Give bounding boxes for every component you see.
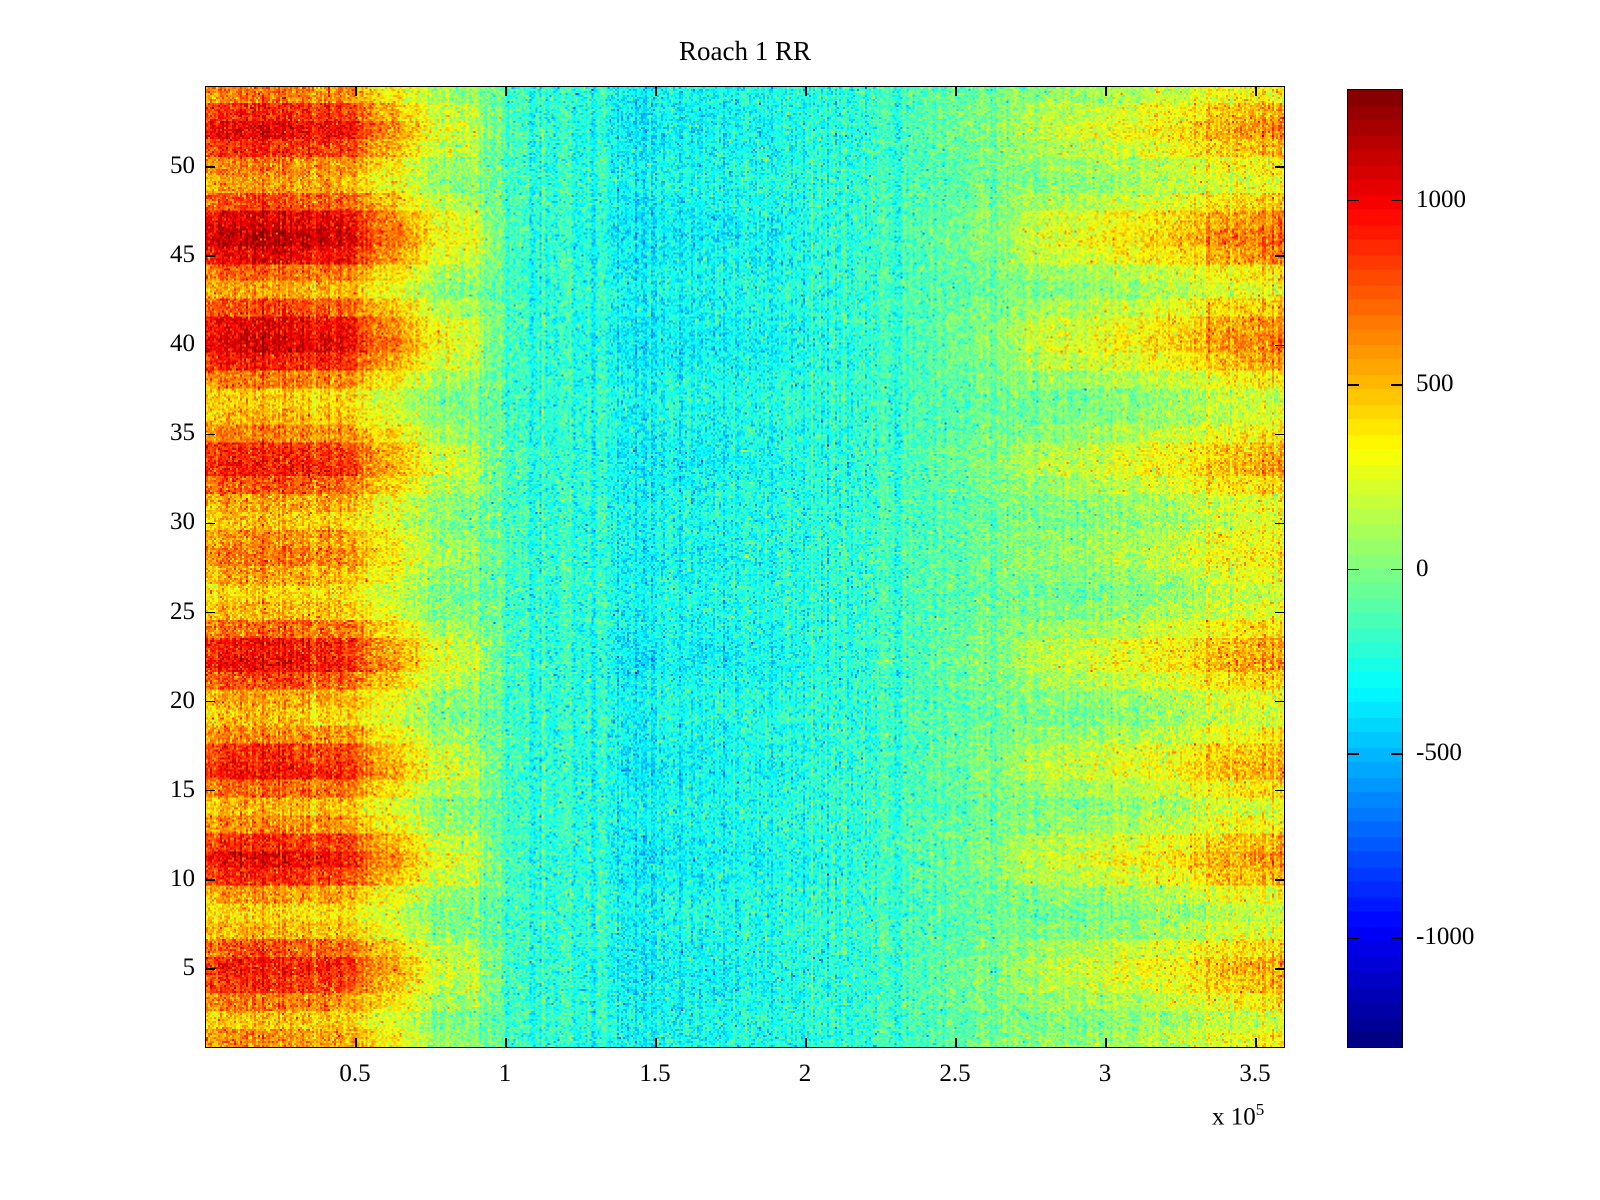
x-tick-label: 3.5 xyxy=(1239,1060,1271,1087)
x-exponent-base: x 10 xyxy=(1212,1103,1256,1131)
y-tick xyxy=(206,879,215,881)
y-tick xyxy=(206,255,215,257)
x-tick-top xyxy=(805,87,807,96)
x-tick-label: 1.5 xyxy=(639,1060,671,1087)
colorbar-tick xyxy=(1348,384,1359,386)
y-tick xyxy=(206,433,215,436)
colorbar-tick xyxy=(1391,384,1402,386)
y-tick-right xyxy=(1275,968,1284,970)
y-tick xyxy=(206,789,215,792)
x-tick-label: 2 xyxy=(798,1060,812,1087)
colorbar-tick-label: 500 xyxy=(1416,370,1454,398)
colorbar-tick xyxy=(1391,937,1402,940)
x-tick-top xyxy=(1255,87,1257,96)
x-tick-label: 1 xyxy=(498,1060,512,1087)
y-tick-right xyxy=(1275,700,1284,703)
y-tick-right xyxy=(1275,522,1284,525)
y-tick-label: 35 xyxy=(170,419,195,447)
x-axis-exponent-label: x 105 xyxy=(1212,1100,1264,1131)
colorbar-tick xyxy=(1391,568,1402,571)
colorbar-gradient xyxy=(1348,90,1402,1047)
y-tick-label: 50 xyxy=(170,152,195,180)
colorbar-tick-label: -1000 xyxy=(1416,923,1475,951)
colorbar-tick xyxy=(1391,199,1402,202)
y-tick xyxy=(206,166,215,168)
x-tick-label: 3 xyxy=(1098,1060,1112,1087)
y-tick-right xyxy=(1275,344,1284,347)
y-tick-label: 5 xyxy=(182,953,196,981)
colorbar[interactable] xyxy=(1347,89,1403,1048)
colorbar-tick-label: 1000 xyxy=(1416,185,1466,213)
y-tick-right xyxy=(1275,166,1284,168)
y-tick-right xyxy=(1275,789,1284,792)
y-tick xyxy=(206,344,215,347)
x-exponent-power: 5 xyxy=(1255,1100,1265,1119)
colorbar-tick xyxy=(1348,753,1359,755)
x-tick-top xyxy=(655,87,657,96)
y-tick-label: 20 xyxy=(170,686,195,714)
x-tick xyxy=(355,1038,357,1047)
y-tick xyxy=(206,968,215,970)
y-tick-label: 45 xyxy=(170,241,195,269)
colorbar-tick xyxy=(1348,199,1359,202)
y-tick xyxy=(206,611,215,614)
y-tick-right xyxy=(1275,255,1284,257)
x-tick-top xyxy=(955,87,957,96)
colorbar-tick xyxy=(1391,753,1402,755)
x-tick-top xyxy=(355,87,357,96)
x-tick xyxy=(805,1038,807,1047)
x-tick xyxy=(1255,1038,1257,1047)
y-tick xyxy=(206,700,215,703)
x-tick xyxy=(655,1038,657,1047)
y-tick-right xyxy=(1275,879,1284,881)
x-tick xyxy=(1105,1038,1107,1047)
x-tick-top xyxy=(505,87,507,96)
y-tick-right xyxy=(1275,433,1284,436)
x-tick-label: 0.5 xyxy=(339,1060,371,1087)
colorbar-tick-label: -500 xyxy=(1416,738,1462,766)
y-tick-right xyxy=(1275,611,1284,614)
colorbar-tick xyxy=(1348,568,1359,571)
y-tick-label: 10 xyxy=(170,864,195,892)
heatmap-axes[interactable] xyxy=(205,86,1285,1048)
colorbar-tick xyxy=(1348,937,1359,940)
x-tick-top xyxy=(1105,87,1107,96)
y-tick-label: 30 xyxy=(170,508,195,536)
x-tick xyxy=(505,1038,507,1047)
heatmap-image xyxy=(206,87,1284,1047)
page-title: Roach 1 RR xyxy=(679,36,811,66)
y-tick xyxy=(206,522,215,525)
colorbar-tick-label: 0 xyxy=(1416,554,1429,582)
y-tick-label: 25 xyxy=(170,597,195,625)
y-tick-label: 15 xyxy=(170,775,195,803)
x-tick xyxy=(955,1038,957,1047)
x-tick-label: 2.5 xyxy=(939,1060,971,1087)
y-tick-label: 40 xyxy=(170,330,195,358)
